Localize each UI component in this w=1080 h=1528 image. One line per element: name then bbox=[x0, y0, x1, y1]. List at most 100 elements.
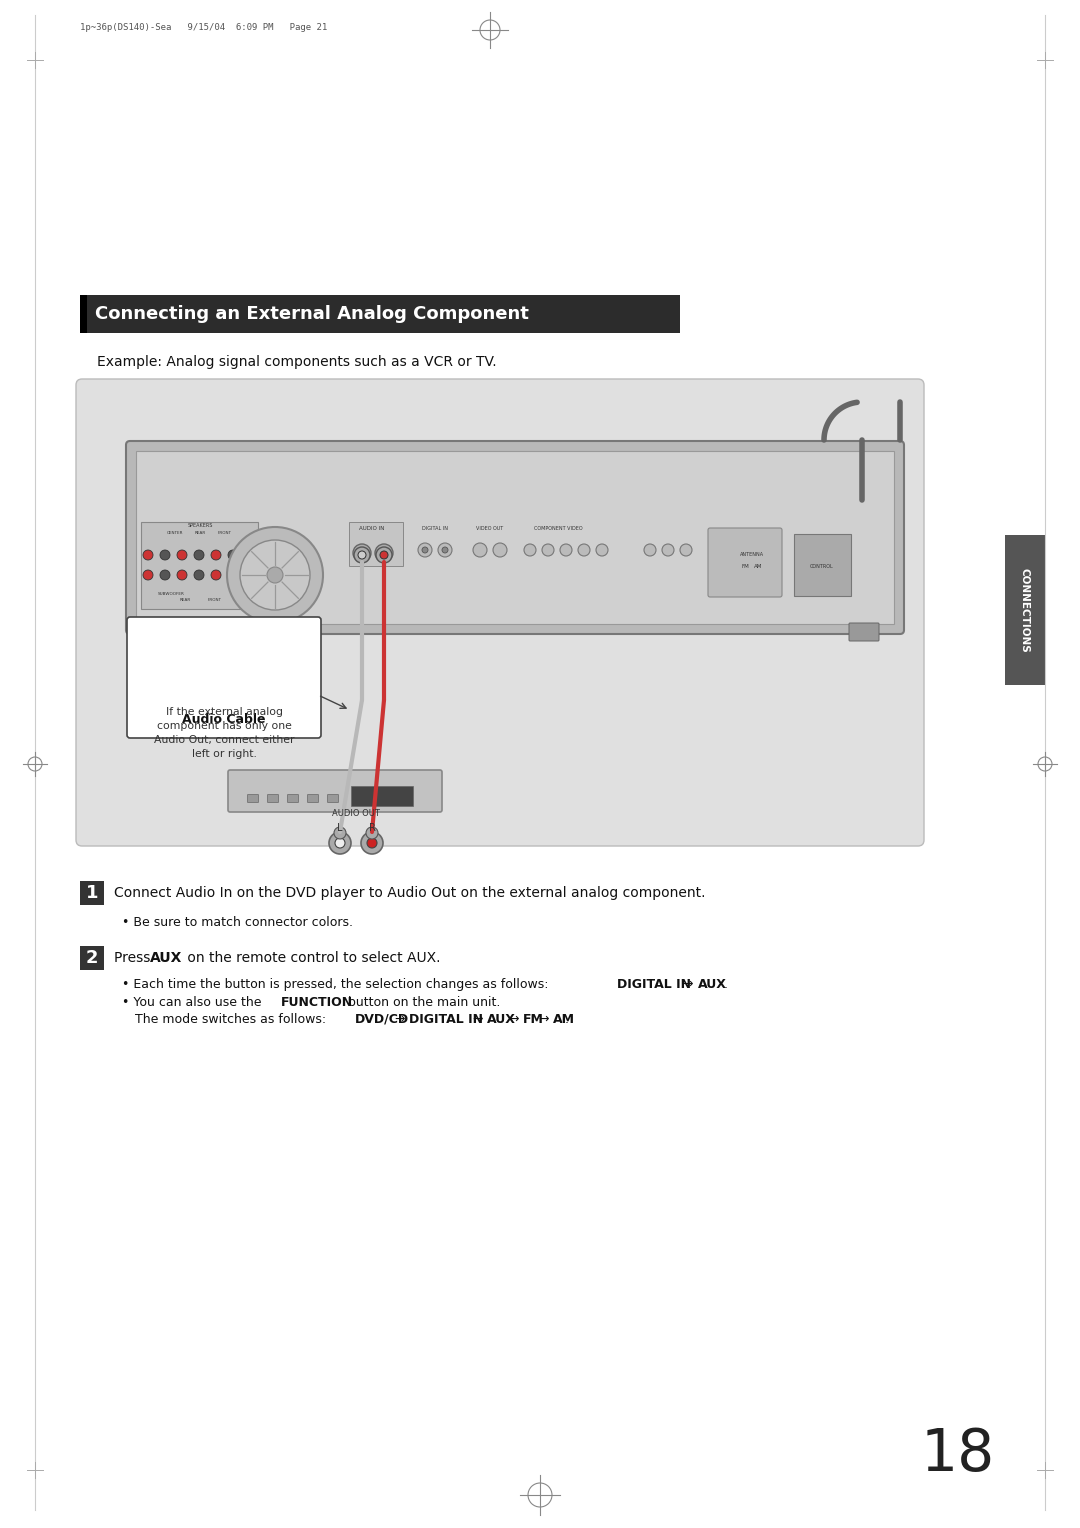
Text: .: . bbox=[565, 1013, 569, 1025]
Text: .: . bbox=[724, 978, 728, 992]
Text: Audio Cable: Audio Cable bbox=[183, 714, 266, 726]
Text: Connecting an External Analog Component: Connecting an External Analog Component bbox=[95, 306, 529, 322]
Text: FM: FM bbox=[523, 1013, 544, 1025]
Text: COMPONENT VIDEO: COMPONENT VIDEO bbox=[534, 526, 582, 532]
FancyBboxPatch shape bbox=[127, 617, 321, 738]
Circle shape bbox=[524, 544, 536, 556]
FancyBboxPatch shape bbox=[287, 795, 298, 802]
Text: Example: Analog signal components such as a VCR or TV.: Example: Analog signal components such a… bbox=[97, 354, 497, 368]
Text: →: → bbox=[469, 1013, 487, 1025]
Text: SPEAKERS: SPEAKERS bbox=[187, 523, 213, 529]
Text: FRONT: FRONT bbox=[218, 532, 232, 535]
Text: REAR: REAR bbox=[194, 532, 205, 535]
Circle shape bbox=[662, 544, 674, 556]
Text: SUBWOOFER: SUBWOOFER bbox=[158, 591, 185, 596]
Text: AM: AM bbox=[553, 1013, 575, 1025]
Circle shape bbox=[376, 547, 392, 562]
Text: VIDEO OUT: VIDEO OUT bbox=[476, 526, 503, 532]
Text: DVD/CD: DVD/CD bbox=[355, 1013, 409, 1025]
Circle shape bbox=[240, 539, 310, 610]
Text: • Be sure to match connector colors.: • Be sure to match connector colors. bbox=[122, 915, 353, 929]
Text: Press: Press bbox=[114, 950, 154, 966]
FancyBboxPatch shape bbox=[126, 442, 904, 634]
Text: →: → bbox=[391, 1013, 409, 1025]
Circle shape bbox=[680, 544, 692, 556]
Text: • Each time the button is pressed, the selection changes as follows:: • Each time the button is pressed, the s… bbox=[122, 978, 553, 992]
Circle shape bbox=[357, 549, 366, 558]
Text: DIGITAL IN: DIGITAL IN bbox=[409, 1013, 483, 1025]
Circle shape bbox=[542, 544, 554, 556]
Text: 1p~36p(DS140)-Sea   9/15/04  6:09 PM   Page 21: 1p~36p(DS140)-Sea 9/15/04 6:09 PM Page 2… bbox=[80, 23, 327, 32]
FancyBboxPatch shape bbox=[268, 795, 279, 802]
Circle shape bbox=[194, 570, 204, 581]
FancyBboxPatch shape bbox=[351, 785, 413, 805]
Text: button on the main unit.: button on the main unit. bbox=[345, 996, 500, 1008]
Text: DIGITAL IN: DIGITAL IN bbox=[422, 526, 448, 532]
Circle shape bbox=[160, 570, 170, 581]
Circle shape bbox=[361, 833, 383, 854]
Circle shape bbox=[143, 550, 153, 559]
Text: on the remote control to select AUX.: on the remote control to select AUX. bbox=[183, 950, 441, 966]
Circle shape bbox=[177, 550, 187, 559]
Text: AUDIO OUT: AUDIO OUT bbox=[332, 808, 380, 817]
Circle shape bbox=[379, 549, 389, 558]
FancyBboxPatch shape bbox=[849, 623, 879, 642]
Text: AUX: AUX bbox=[698, 978, 727, 992]
Circle shape bbox=[366, 827, 378, 839]
Circle shape bbox=[367, 837, 377, 848]
Circle shape bbox=[561, 544, 572, 556]
Circle shape bbox=[267, 567, 283, 584]
Text: CENTER: CENTER bbox=[166, 532, 184, 535]
FancyBboxPatch shape bbox=[80, 882, 104, 905]
Text: FUNCTION: FUNCTION bbox=[281, 996, 353, 1008]
Circle shape bbox=[357, 552, 366, 559]
FancyBboxPatch shape bbox=[708, 529, 782, 597]
Text: CONNECTIONS: CONNECTIONS bbox=[1020, 567, 1030, 652]
Circle shape bbox=[644, 544, 656, 556]
Circle shape bbox=[335, 837, 345, 848]
FancyBboxPatch shape bbox=[228, 770, 442, 811]
Text: AUX: AUX bbox=[150, 950, 183, 966]
Circle shape bbox=[353, 544, 372, 562]
Circle shape bbox=[143, 570, 153, 581]
FancyBboxPatch shape bbox=[1005, 535, 1045, 685]
Circle shape bbox=[228, 550, 238, 559]
Circle shape bbox=[211, 570, 221, 581]
Text: 18: 18 bbox=[921, 1427, 995, 1484]
Circle shape bbox=[211, 550, 221, 559]
Circle shape bbox=[228, 570, 238, 581]
Circle shape bbox=[442, 547, 448, 553]
Circle shape bbox=[473, 542, 487, 558]
Text: Connect Audio In on the DVD player to Audio Out on the external analog component: Connect Audio In on the DVD player to Au… bbox=[114, 886, 705, 900]
Text: AM: AM bbox=[754, 564, 762, 568]
Text: FM: FM bbox=[741, 564, 748, 568]
Circle shape bbox=[438, 542, 453, 558]
Circle shape bbox=[578, 544, 590, 556]
Text: →: → bbox=[505, 1013, 524, 1025]
Text: →: → bbox=[535, 1013, 554, 1025]
Circle shape bbox=[334, 827, 346, 839]
Circle shape bbox=[329, 833, 351, 854]
FancyBboxPatch shape bbox=[247, 795, 258, 802]
Text: AUDIO IN: AUDIO IN bbox=[360, 526, 384, 532]
Text: DIGITAL IN: DIGITAL IN bbox=[617, 978, 691, 992]
FancyBboxPatch shape bbox=[349, 523, 403, 565]
Circle shape bbox=[596, 544, 608, 556]
Circle shape bbox=[380, 552, 388, 559]
Circle shape bbox=[418, 542, 432, 558]
FancyBboxPatch shape bbox=[80, 295, 680, 333]
Text: L: L bbox=[337, 824, 342, 833]
FancyBboxPatch shape bbox=[76, 379, 924, 847]
FancyBboxPatch shape bbox=[794, 533, 851, 596]
FancyBboxPatch shape bbox=[327, 795, 338, 802]
Circle shape bbox=[354, 547, 370, 562]
FancyBboxPatch shape bbox=[80, 946, 104, 970]
Text: REAR: REAR bbox=[179, 597, 191, 602]
Circle shape bbox=[177, 570, 187, 581]
Text: 2: 2 bbox=[85, 949, 98, 967]
Text: →: → bbox=[681, 978, 692, 992]
Text: AUX: AUX bbox=[487, 1013, 516, 1025]
Text: 1: 1 bbox=[85, 885, 98, 902]
Text: CONTROL: CONTROL bbox=[810, 564, 834, 568]
FancyBboxPatch shape bbox=[80, 295, 87, 333]
